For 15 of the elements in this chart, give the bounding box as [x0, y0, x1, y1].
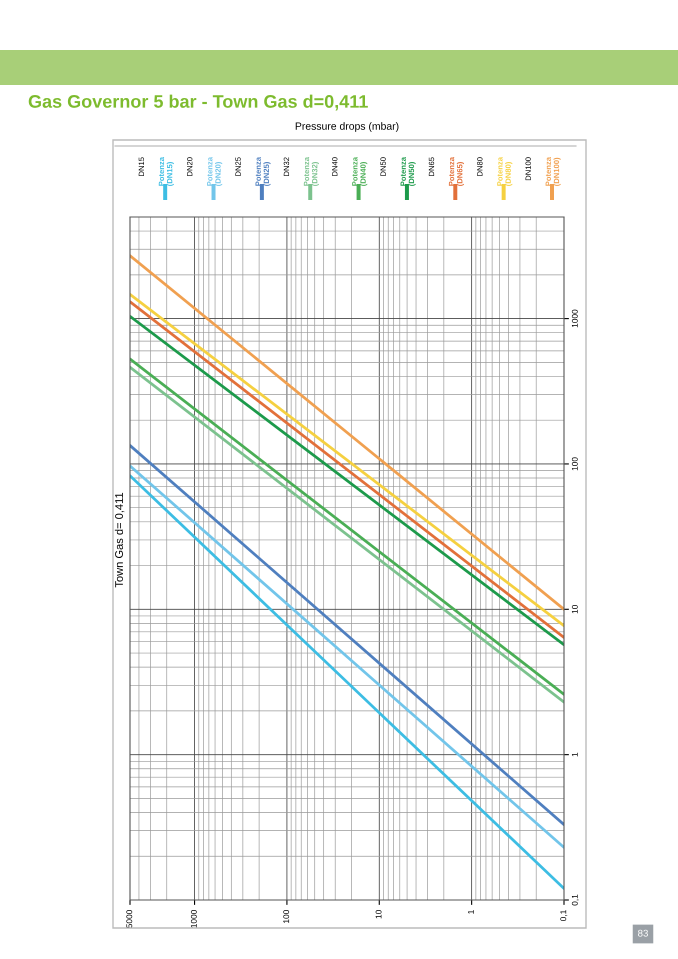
x-tick-label: 100 — [283, 910, 290, 923]
y-tick-label: 10 — [572, 604, 578, 614]
text: Town Gas d= 0,411 — [114, 492, 124, 588]
chart-title: Gas Governor 5 bar - Town Gas d=0,411 — [28, 94, 368, 110]
y-tick-label: 0,1 — [572, 894, 579, 906]
text: 83 — [638, 930, 648, 937]
y-tick-label: 1 — [572, 752, 578, 756]
x-tick-label: 10 — [376, 910, 382, 918]
x-tick-label: 5000 — [126, 910, 132, 928]
x-tick-label: 0,1 — [560, 910, 568, 921]
y-tick-label: 100 — [572, 457, 578, 470]
x-tick-label: 1000 — [190, 910, 197, 928]
x-tick-label: 1 — [468, 910, 474, 914]
chart-subtitle: Pressure drops (mbar) — [296, 122, 398, 132]
y-tick-label: 1000 — [572, 310, 578, 328]
